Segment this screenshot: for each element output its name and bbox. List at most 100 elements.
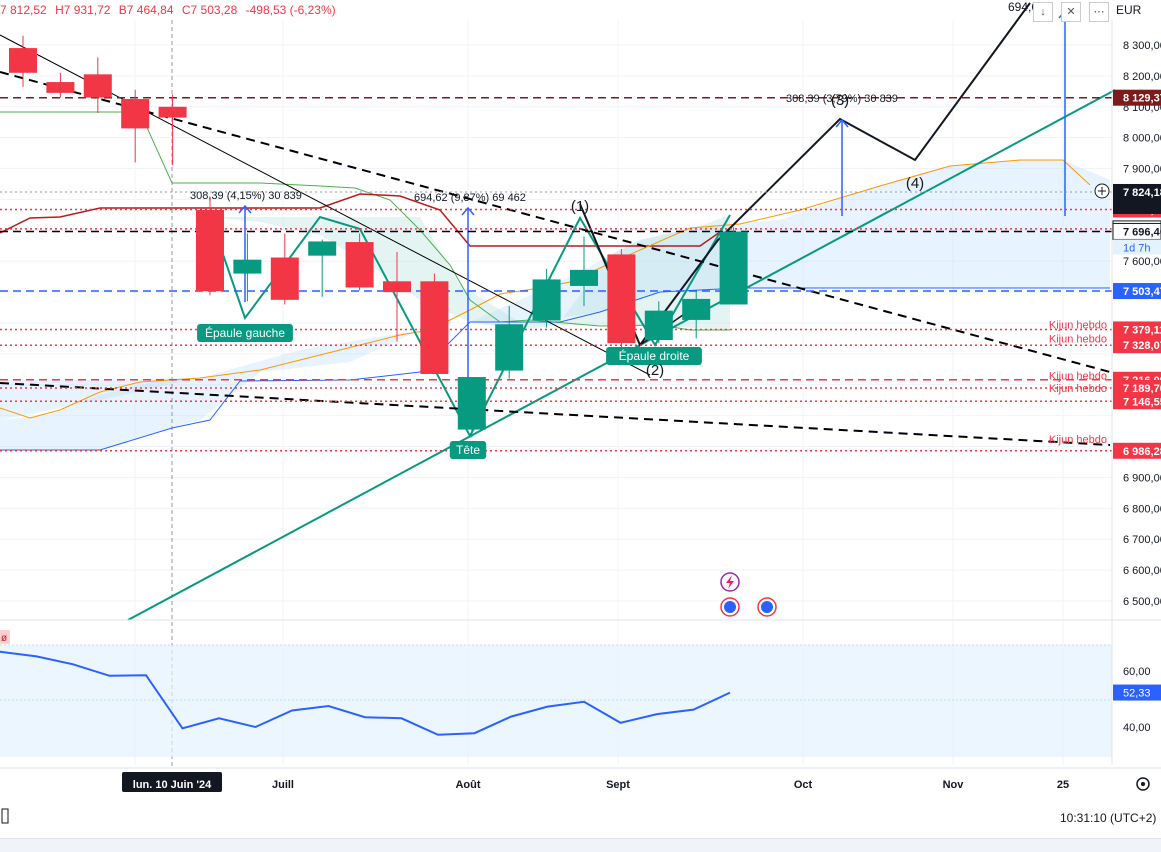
- osc-band: [0, 645, 1112, 757]
- time-tick: 25: [1057, 779, 1069, 791]
- price-tick: 6 600,00: [1123, 565, 1161, 577]
- ohlc-close: C7 503,28: [181, 3, 238, 17]
- event-lightning-icon[interactable]: [720, 572, 740, 592]
- candle: [457, 377, 486, 438]
- price-tick: 6 800,00: [1123, 503, 1161, 515]
- kijun-label: Kijun hebdo: [1049, 434, 1107, 446]
- time-axis: lun. 10 Juin '24 Juill Août Sept Oct Nov 25: [122, 772, 1069, 792]
- candle-body: [308, 241, 337, 256]
- trendline-dashed-lower: [0, 382, 1111, 446]
- candle: [308, 239, 337, 297]
- event-dividend-icon[interactable]: [720, 597, 740, 617]
- add-price-alert-icon[interactable]: [1094, 183, 1110, 199]
- clock: 10:31:10 (UTC+2): [1060, 811, 1157, 825]
- price-level-value: 7 189,70: [1123, 383, 1161, 395]
- candle-body: [158, 106, 187, 118]
- candle-body: [682, 298, 711, 320]
- price-level-tag: [1113, 442, 1161, 459]
- bottom-toolbar: [0, 838, 1161, 852]
- price-tick: 7 600,00: [1123, 256, 1161, 268]
- measure-text: 308,39 (3,79%) 30 839: [786, 93, 898, 105]
- candle-body: [196, 209, 224, 292]
- candle-body: [121, 99, 150, 129]
- price-level-tag: [1113, 393, 1161, 410]
- time-tag: [122, 772, 222, 792]
- candle: [644, 301, 673, 344]
- left-shoulder-label: Épaule gauche: [197, 324, 293, 342]
- price-levels: [0, 96, 1112, 452]
- close-icon[interactable]: ✕: [1061, 2, 1081, 22]
- candle: [196, 196, 224, 296]
- annotations: Épaule gauche Tête Épaule droite 308,39 (4,…: [190, 92, 1107, 459]
- time-tick: Nov: [943, 779, 965, 791]
- price-level-value: 6 986,28: [1123, 446, 1161, 458]
- candle: [420, 273, 449, 374]
- candle-body: [719, 231, 748, 305]
- head-label: Tête: [449, 441, 487, 459]
- wave-label: (2): [646, 362, 664, 379]
- head-shoulders-pattern: [209, 214, 731, 439]
- ohlc-open: 7 812,52: [0, 3, 47, 17]
- wave-label: (1): [571, 198, 589, 215]
- candle-body: [46, 82, 75, 93]
- price-level-tag: [1113, 379, 1161, 396]
- price-level-value: 7 379,11: [1123, 324, 1161, 336]
- price-level-tag: [1113, 321, 1161, 338]
- time-tick: Août: [455, 779, 480, 791]
- arrow-down-icon[interactable]: ↓: [1033, 2, 1053, 22]
- measure-text: 308,39 (4,15%) 30 839: [190, 190, 302, 202]
- candle-body: [495, 324, 524, 371]
- candle-body: [9, 48, 37, 73]
- candles: [9, 35, 748, 438]
- pane-hide-icon[interactable]: ø: [0, 630, 10, 644]
- cloud-fill-lower: [0, 372, 260, 450]
- price-level-value: 7 696,40: [1123, 226, 1161, 238]
- currency-selector[interactable]: EUR: [1116, 3, 1142, 17]
- osc-tick: 60,00: [1123, 666, 1151, 678]
- candle: [46, 72, 75, 98]
- osc-value: 52,33: [1123, 688, 1151, 700]
- current-price-tag: [1113, 183, 1161, 214]
- price-level-value: 7 146,55: [1123, 396, 1161, 408]
- time-tick: lun. 10 Juin '24: [133, 779, 212, 791]
- time-tick: Juill: [272, 779, 294, 791]
- candle-body: [607, 254, 636, 344]
- candle-body: [532, 279, 561, 321]
- kijun-label: Kijun hebdo: [1049, 333, 1107, 345]
- price-tick: 8 200,00: [1123, 71, 1161, 83]
- candle-body: [83, 74, 112, 98]
- measure-text: 694,62 (9,87%) 69 462: [414, 192, 526, 204]
- head-label-text: Tête: [456, 443, 480, 457]
- price-level-tag: [1113, 89, 1161, 106]
- kijun-label: Kijun hebdo: [1049, 320, 1107, 332]
- candle-body: [644, 310, 673, 340]
- toolbar-value: 694,6: [1008, 0, 1039, 14]
- ruler-icon[interactable]: [1, 808, 9, 824]
- price-level-tag: [1113, 337, 1161, 354]
- wave-label: (3): [831, 92, 849, 109]
- price-level-value: 7 503,47: [1123, 286, 1161, 298]
- event-earnings-icon[interactable]: [757, 597, 777, 617]
- candle: [233, 233, 262, 302]
- price-axis: 8 300,008 200,008 100,008 000,007 900,00…: [1112, 40, 1161, 608]
- price-level-tag: [1113, 283, 1161, 300]
- price-tick: 8 000,00: [1123, 133, 1161, 145]
- price-tick: 6 900,00: [1123, 472, 1161, 484]
- candle: [345, 233, 374, 291]
- more-icon[interactable]: ⋯: [1089, 2, 1109, 22]
- countdown-value: 1d 7h: [1123, 242, 1151, 254]
- ohlc-header: 7 812,52 H7 931,72 B7 464,84 C7 503,28 -…: [0, 3, 341, 17]
- kijun-line: [0, 193, 721, 247]
- candle: [270, 233, 299, 305]
- osc-tick: 40,00: [1123, 722, 1151, 734]
- left-shoulder-label-text: Épaule gauche: [205, 325, 285, 340]
- candle-body: [270, 257, 299, 300]
- cloud-fill-green: [210, 215, 730, 330]
- candle: [83, 57, 112, 113]
- senkou-line: [0, 159, 1091, 419]
- price-tick: 7 900,00: [1123, 164, 1161, 176]
- current-price-value: 7 824,18: [1123, 187, 1161, 199]
- settings-gear-icon[interactable]: [1136, 777, 1150, 791]
- price-level-value: 7 328,07: [1123, 340, 1161, 352]
